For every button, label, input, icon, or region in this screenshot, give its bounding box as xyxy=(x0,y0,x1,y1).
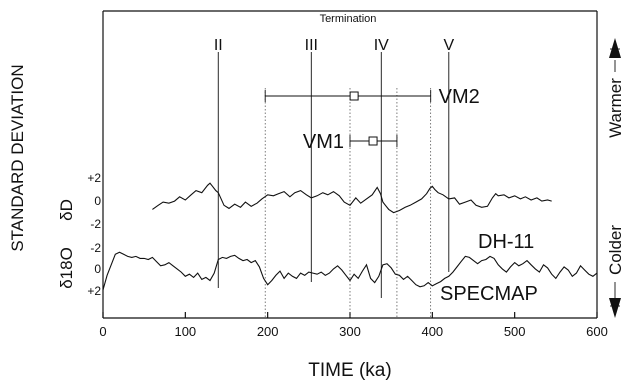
termination-label-II: II xyxy=(214,37,223,54)
x-axis-label: TIME (ka) xyxy=(308,360,391,381)
warmer-arrow-icon xyxy=(609,38,621,58)
colder-arrow-icon xyxy=(609,298,621,318)
warmer-label: Warmer xyxy=(606,78,625,138)
x-tick-label-2: 200 xyxy=(257,324,279,339)
x-tick-label-1: 100 xyxy=(174,324,196,339)
x-tick-label-5: 500 xyxy=(504,324,526,339)
upper-tick-0: 0 xyxy=(94,194,101,208)
series-label-dh-11: DH-11 xyxy=(478,231,534,253)
termination-label: Termination xyxy=(320,13,377,25)
series-line-specmap xyxy=(102,251,598,291)
range-center-VM1 xyxy=(368,136,378,146)
upper-axis-label: δD xyxy=(57,199,76,221)
termination-label-III: III xyxy=(305,37,318,54)
x-tick-label-6: 600 xyxy=(586,324,608,339)
range-center-VM2 xyxy=(349,91,359,101)
colder-label: Colder xyxy=(606,225,625,275)
lower-tick-0: 0 xyxy=(94,262,101,276)
x-tick-label-0: 0 xyxy=(99,324,106,339)
range-label-VM1: VM1 xyxy=(303,131,344,153)
x-tick-label-3: 300 xyxy=(339,324,361,339)
series-label-specmap: SPECMAP xyxy=(440,283,538,305)
lower-axis-label: δ18O xyxy=(57,247,76,289)
y-axis-label: STANDARD DEVIATION xyxy=(8,64,27,251)
upper-tick-minus2: -2 xyxy=(90,217,101,231)
x-tick-label-4: 400 xyxy=(421,324,443,339)
termination-label-IV: IV xyxy=(374,37,389,54)
series-line-dh-11 xyxy=(152,182,552,214)
termination-label-V: V xyxy=(443,37,454,54)
lower-tick-plus2: +2 xyxy=(87,284,101,298)
lower-tick-minus2: -2 xyxy=(90,241,101,255)
upper-tick-plus2: +2 xyxy=(87,171,101,185)
range-label-VM2: VM2 xyxy=(439,86,480,108)
